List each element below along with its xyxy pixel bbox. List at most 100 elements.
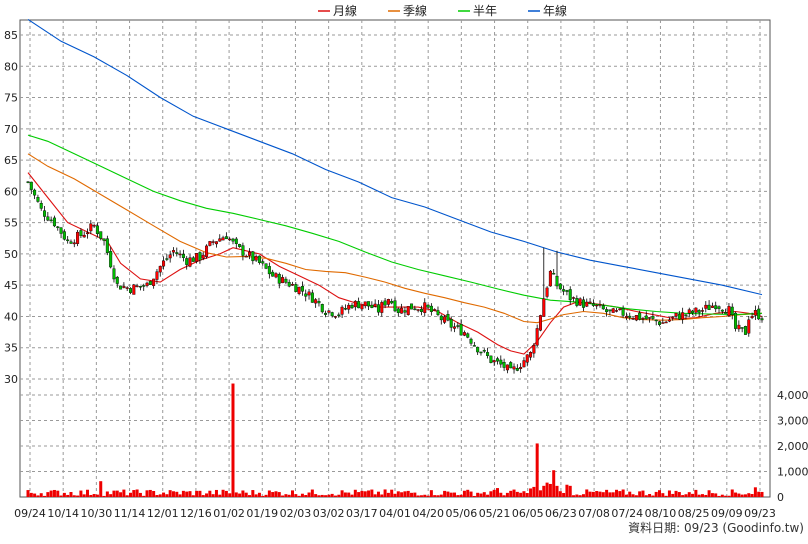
candle bbox=[274, 272, 278, 279]
candle bbox=[112, 265, 116, 283]
candle-body bbox=[317, 301, 321, 304]
candle-body bbox=[62, 231, 66, 240]
candle bbox=[218, 234, 222, 242]
candle bbox=[585, 298, 589, 308]
candle bbox=[750, 312, 754, 320]
candle-body bbox=[52, 217, 56, 227]
candle-body bbox=[654, 319, 658, 322]
candle bbox=[704, 301, 708, 313]
candle-body bbox=[472, 345, 476, 347]
candle bbox=[575, 295, 579, 308]
volume-bar bbox=[105, 491, 109, 497]
candle-body bbox=[353, 300, 357, 308]
candle-body bbox=[628, 315, 632, 318]
volume-bar bbox=[33, 493, 37, 497]
candle bbox=[717, 305, 721, 314]
candle-body bbox=[476, 346, 480, 353]
volume-bar bbox=[281, 495, 285, 497]
date-tick-label: 12/16 bbox=[180, 507, 212, 520]
volume-bar bbox=[509, 490, 513, 497]
volume-bar bbox=[631, 494, 635, 497]
candle bbox=[667, 317, 671, 323]
candle-body bbox=[681, 312, 685, 320]
candle bbox=[59, 227, 63, 239]
volume-bar bbox=[148, 489, 152, 497]
volume-bar bbox=[330, 493, 334, 497]
candle bbox=[300, 281, 304, 296]
candle-body bbox=[585, 301, 589, 307]
candle bbox=[730, 303, 734, 320]
candle-body bbox=[453, 326, 457, 329]
volume-bar bbox=[128, 492, 132, 497]
legend: 月線 季線 半年 年線 bbox=[318, 3, 567, 18]
candle bbox=[694, 307, 698, 317]
volume-bar bbox=[535, 443, 539, 497]
candle-body bbox=[753, 310, 757, 316]
volume-bar bbox=[403, 491, 407, 497]
candle bbox=[191, 256, 195, 262]
candle bbox=[221, 235, 225, 241]
candle bbox=[287, 279, 291, 288]
volume-bar bbox=[413, 492, 417, 497]
candle-body bbox=[502, 362, 506, 368]
volume-bar bbox=[244, 492, 248, 497]
candle-body bbox=[324, 312, 328, 315]
candle-body bbox=[393, 300, 397, 312]
candle-body bbox=[558, 283, 562, 290]
volume-bar bbox=[264, 494, 268, 497]
candle bbox=[641, 316, 645, 324]
candle bbox=[423, 298, 427, 317]
candle-body bbox=[720, 309, 724, 312]
volume-bar bbox=[261, 495, 265, 497]
candle-body bbox=[241, 245, 245, 256]
candle bbox=[658, 320, 662, 327]
volume-bar bbox=[357, 492, 361, 497]
volume-bar bbox=[99, 481, 103, 497]
volume-bar bbox=[79, 490, 83, 497]
candle bbox=[254, 254, 258, 262]
volume-bar bbox=[284, 494, 288, 497]
candle bbox=[611, 307, 615, 313]
volume-bar bbox=[453, 492, 457, 497]
candle bbox=[337, 312, 341, 318]
candle-body bbox=[59, 227, 63, 234]
volume-bar bbox=[218, 494, 222, 497]
candle-body bbox=[72, 242, 76, 245]
volume-bar bbox=[747, 493, 751, 497]
candle-body bbox=[605, 309, 609, 313]
candle-body bbox=[515, 367, 519, 371]
candle-body bbox=[462, 332, 466, 336]
candle bbox=[248, 248, 252, 260]
date-tick-label: 07/08 bbox=[578, 507, 610, 520]
volume-bar bbox=[142, 495, 146, 497]
candle-body bbox=[314, 299, 318, 304]
volume-bars bbox=[26, 383, 764, 497]
candle-body bbox=[46, 216, 50, 221]
candle bbox=[446, 310, 450, 322]
candle-body bbox=[658, 321, 662, 325]
volume-bar bbox=[291, 490, 295, 497]
candle-body bbox=[162, 260, 166, 267]
candle-body bbox=[400, 307, 404, 314]
volume-bar bbox=[109, 494, 113, 497]
candle bbox=[495, 356, 499, 365]
candle bbox=[621, 305, 625, 318]
candle bbox=[472, 341, 476, 347]
volume-bar bbox=[297, 495, 301, 497]
volume-bar bbox=[363, 491, 367, 497]
volume-bar bbox=[628, 491, 632, 497]
candle-body bbox=[707, 304, 711, 310]
candle-body bbox=[535, 328, 539, 346]
candle-body bbox=[221, 237, 225, 241]
candle-body bbox=[565, 290, 569, 292]
volume-bar bbox=[36, 495, 40, 497]
volume-bar bbox=[714, 493, 718, 497]
volume-bar bbox=[578, 495, 582, 497]
price-tick-label: 50 bbox=[4, 248, 18, 261]
candle-body bbox=[512, 366, 516, 370]
volume-bar bbox=[572, 495, 576, 497]
candle bbox=[132, 283, 136, 295]
volume-bar bbox=[502, 495, 506, 497]
candle-body bbox=[261, 261, 265, 264]
candle bbox=[654, 319, 658, 326]
